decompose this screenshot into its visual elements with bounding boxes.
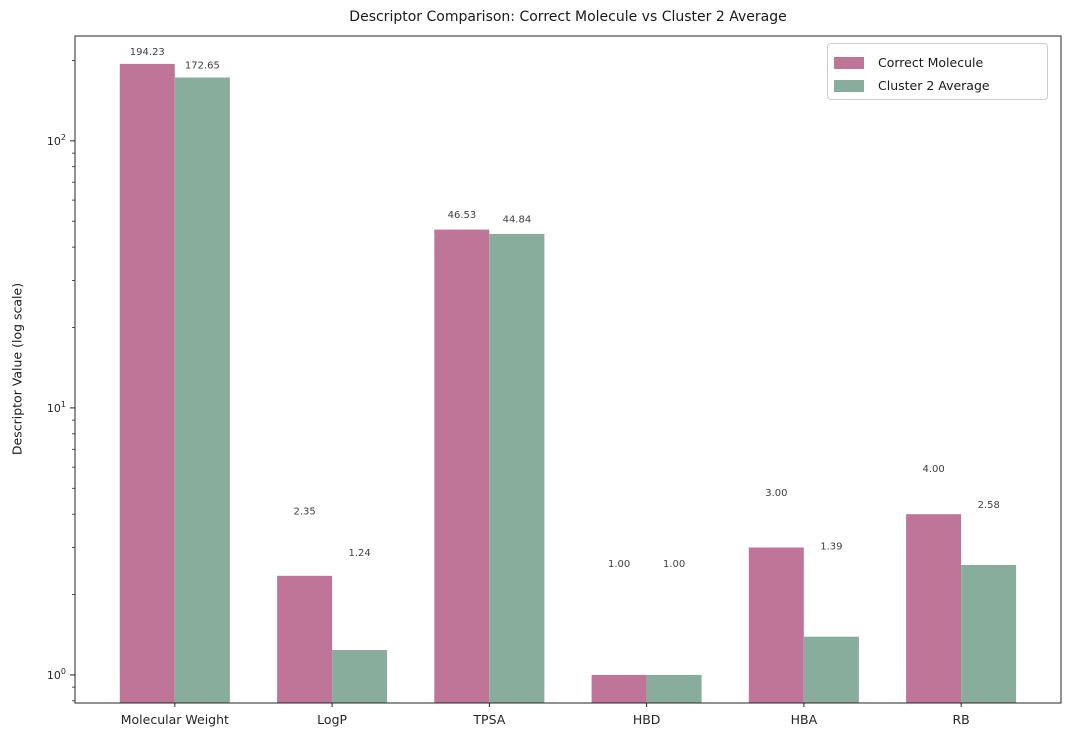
bar-value-label: 44.84	[503, 214, 532, 225]
y-tick-label: 100	[47, 667, 66, 682]
legend-swatch-correct-molecule	[834, 56, 864, 69]
x-tick-label-hbd: HBD	[633, 712, 661, 727]
bar-value-label: 2.35	[293, 507, 315, 518]
x-tick-label-logp: LogP	[317, 712, 347, 727]
bar-cluster-2-average-hbd	[646, 674, 702, 703]
x-tick-label-rb: RB	[953, 712, 970, 727]
bar-correct-molecule-rb	[906, 514, 962, 703]
bar-cluster-2-average-logp	[332, 650, 388, 703]
y-tick-label: 102	[47, 133, 66, 148]
bar-cluster-2-average-rb	[961, 565, 1017, 703]
bar-cluster-2-average-molecular-weight	[174, 77, 230, 703]
bar-value-label: 4.00	[922, 464, 944, 475]
x-tick-label-molecular-weight: Molecular Weight	[121, 712, 229, 727]
bar-value-label: 3.00	[765, 488, 787, 499]
legend-label: Correct Molecule	[878, 55, 984, 70]
legend-label: Cluster 2 Average	[878, 78, 990, 93]
bar-correct-molecule-tpsa	[434, 229, 490, 703]
bar-correct-molecule-hbd	[591, 674, 647, 703]
bar-value-label: 1.00	[608, 559, 630, 570]
legend-swatch-cluster-2-average	[834, 79, 864, 92]
chart-title: Descriptor Comparison: Correct Molecule …	[349, 9, 787, 25]
bar-value-label: 1.24	[348, 548, 370, 559]
bar-value-label: 172.65	[185, 61, 220, 72]
bar-cluster-2-average-hba	[803, 636, 859, 703]
legend: Correct Molecule Cluster 2 Average	[827, 43, 1048, 100]
bar-correct-molecule-molecular-weight	[119, 63, 175, 703]
axes-layer	[70, 35, 1062, 707]
x-tick-label-tpsa: TPSA	[472, 712, 505, 727]
legend-item-cluster-2-average: Cluster 2 Average	[834, 74, 1047, 97]
bars-layer	[119, 63, 1017, 703]
y-axis-label: Descriptor Value (log scale)	[9, 282, 25, 456]
bar-value-label: 1.00	[663, 559, 685, 570]
bar-value-label: 2.58	[978, 500, 1000, 511]
bar-correct-molecule-hba	[748, 547, 804, 703]
bar-value-label: 46.53	[448, 210, 477, 221]
legend-item-correct-molecule: Correct Molecule	[834, 51, 1047, 74]
plot-border	[74, 35, 1062, 704]
bar-value-label: 194.23	[130, 47, 165, 58]
bar-correct-molecule-logp	[277, 575, 333, 703]
y-tick-label: 101	[47, 400, 66, 415]
bar-value-label: 1.39	[820, 541, 842, 552]
bar-cluster-2-average-tpsa	[489, 233, 545, 703]
x-tick-label-hba: HBA	[791, 712, 818, 727]
